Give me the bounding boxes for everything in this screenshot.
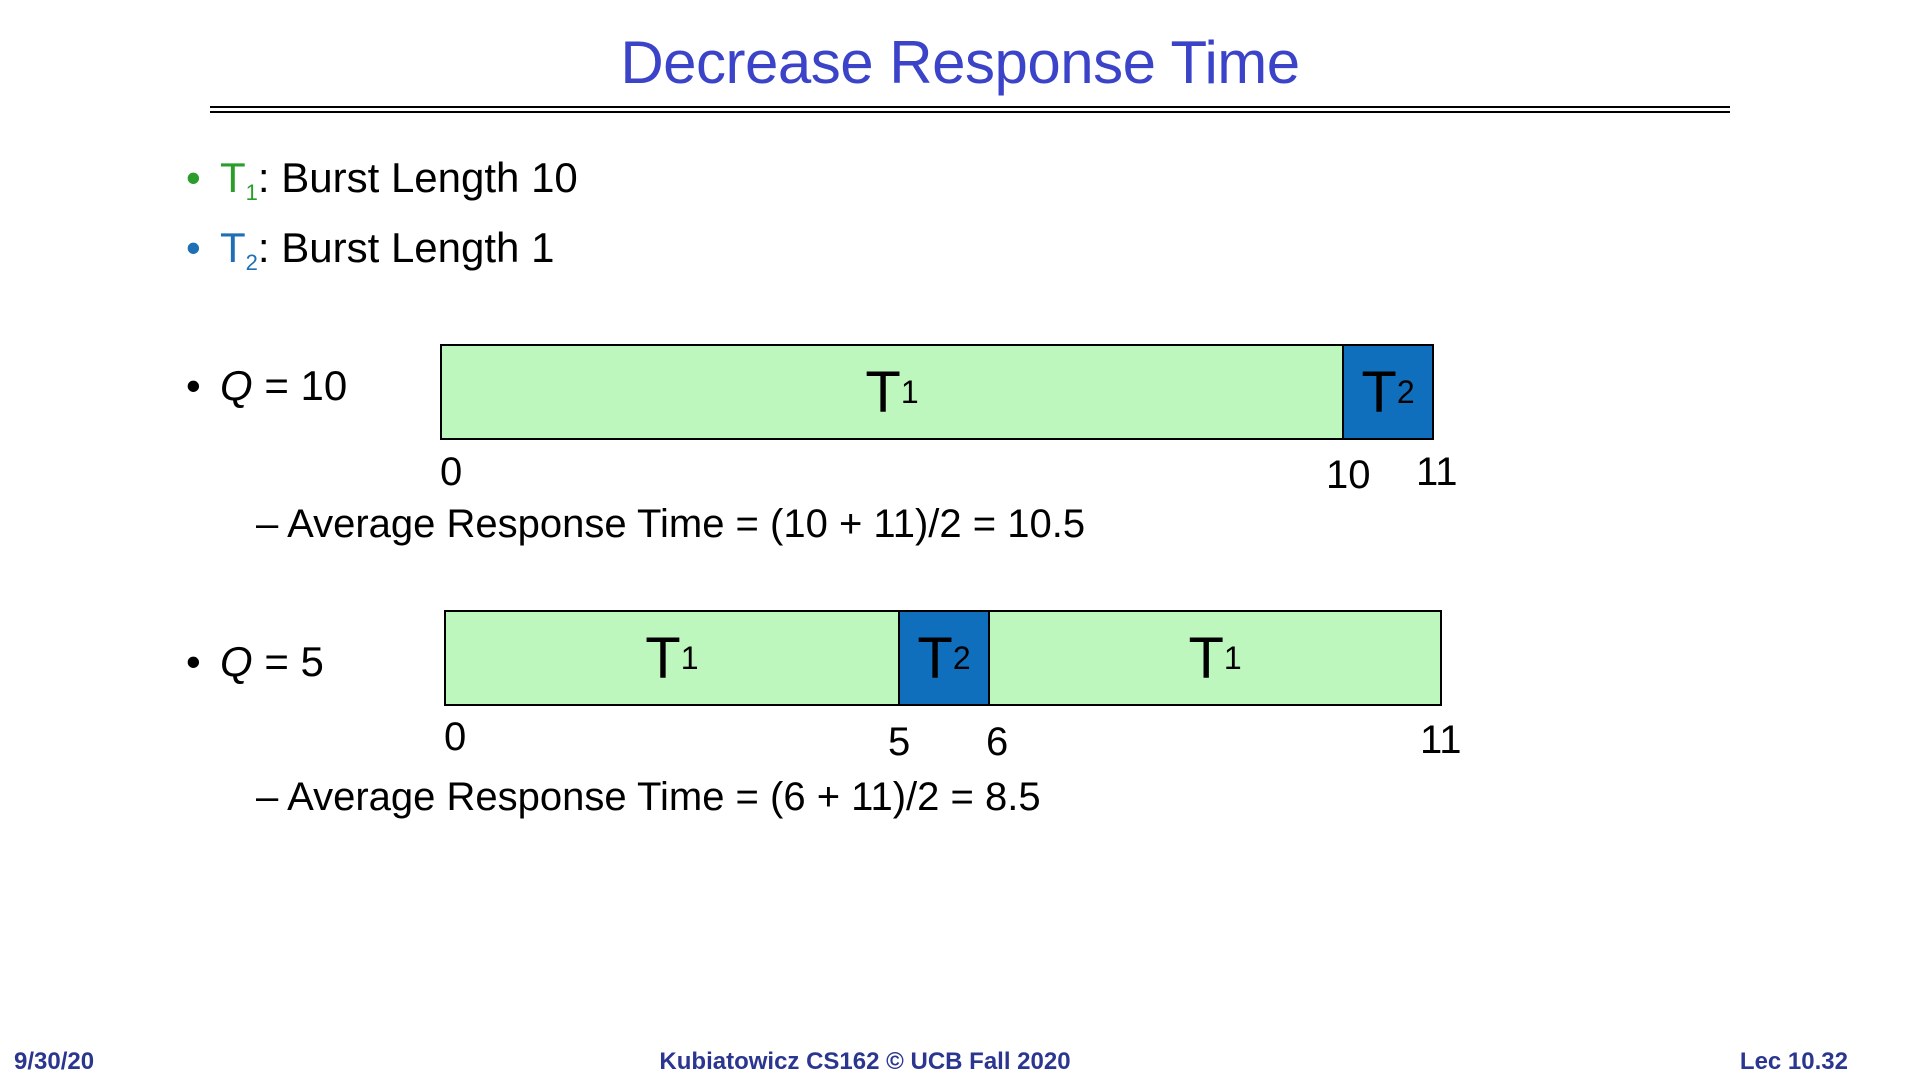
bullet-dot: • [186, 638, 201, 685]
bullet-t1: • T1: Burst Length 10 [186, 154, 578, 206]
title-rule-bottom [210, 111, 1730, 113]
footer-course: Kubiatowicz CS162 © UCB Fall 2020 [659, 1048, 1071, 1075]
q-variable: Q [220, 638, 253, 685]
tick-label: 11 [1420, 718, 1462, 762]
avg-response-q5: – Average Response Time = (6 + 11)/2 = 8… [256, 775, 1041, 819]
tick-label: 10 [1326, 453, 1371, 497]
q-value: = 5 [252, 638, 324, 685]
bullet-t2: • T2: Burst Length 1 [186, 224, 554, 276]
q5-label: • Q = 5 [186, 638, 324, 686]
task-subscript: 2 [245, 250, 258, 275]
footer-lecture: Lec 10.32 [1739, 1048, 1848, 1075]
tick-label: 6 [986, 720, 1009, 764]
q10-label: • Q = 10 [186, 362, 347, 410]
tick-label: 0 [444, 715, 467, 759]
burst-text: : Burst Length 10 [257, 154, 578, 201]
segment-subscript: 2 [1396, 373, 1415, 410]
tick-label: 5 [888, 720, 911, 764]
task-name: T [220, 224, 246, 271]
avg-response-q10: – Average Response Time = (10 + 11)/2 = … [256, 502, 1086, 546]
task-subscript: 1 [245, 180, 258, 205]
task-name: T [220, 154, 246, 201]
segment-label: T [1361, 359, 1397, 425]
q-value: = 10 [252, 362, 348, 409]
tick-label: 11 [1416, 450, 1458, 494]
bullet-dot: • [186, 154, 201, 201]
segment-subscript: 1 [900, 373, 919, 410]
page-title: Decrease Response Time [620, 29, 1300, 96]
bullet-dot: • [186, 362, 201, 409]
tick-label: 0 [440, 450, 463, 494]
segment-subscript: 1 [1223, 639, 1242, 676]
footer-date: 9/30/20 [14, 1048, 95, 1075]
segment-subscript: 2 [952, 639, 971, 676]
bullet-dot: • [186, 224, 201, 271]
segment-label: T [645, 625, 681, 691]
segment-label: T [865, 359, 901, 425]
segment-label: T [917, 625, 953, 691]
burst-text: : Burst Length 1 [257, 224, 555, 271]
title-rule-top [210, 106, 1730, 108]
segment-subscript: 1 [680, 639, 699, 676]
q-variable: Q [220, 362, 253, 409]
segment-label: T [1188, 625, 1224, 691]
